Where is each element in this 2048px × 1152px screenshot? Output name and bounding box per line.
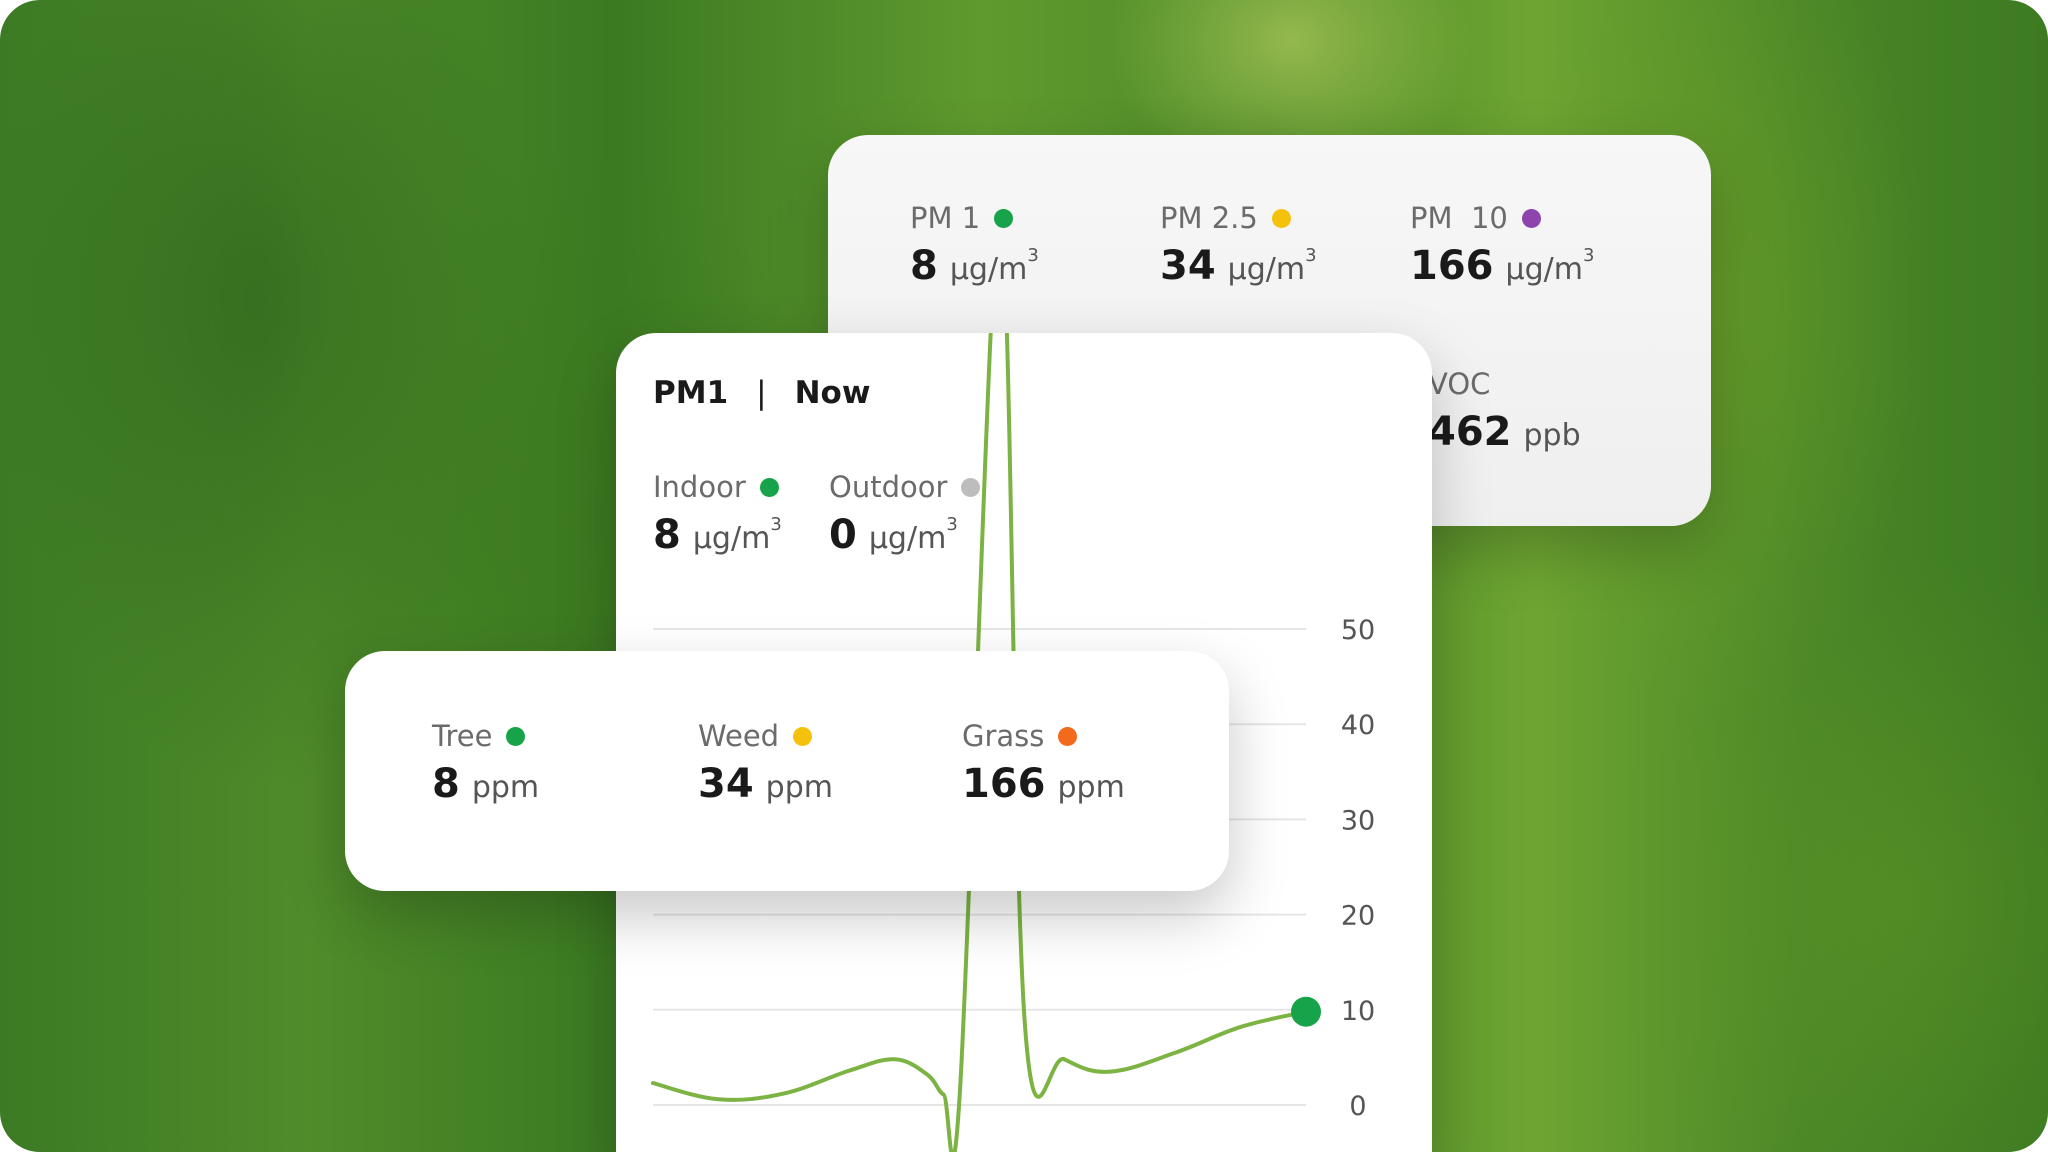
pm1-value: 8	[910, 243, 938, 289]
status-dot-yellow	[1271, 208, 1291, 228]
weed-dot	[793, 726, 813, 746]
indoor-unit: µg/m3	[692, 514, 782, 556]
tree-label: Tree	[432, 719, 493, 753]
weed-unit: ppm	[765, 770, 833, 805]
y-tick-label: 40	[1341, 710, 1375, 741]
tree-metric: Tree 8 ppm	[432, 719, 539, 807]
voc-unit: ppb	[1523, 418, 1581, 453]
voc-value: 462	[1428, 409, 1512, 455]
grass-dot	[1058, 726, 1078, 746]
grass-unit: ppm	[1057, 770, 1125, 805]
status-dot-purple	[1521, 208, 1541, 228]
pollen-card: Tree 8 ppm Weed 34 ppm Grass 166 ppm	[345, 651, 1229, 891]
y-tick-label: 0	[1349, 1091, 1366, 1122]
tree-unit: ppm	[471, 770, 540, 805]
tree-dot	[506, 726, 526, 746]
pm1-series-line	[651, 333, 1308, 1152]
y-tick-label: 30	[1341, 805, 1375, 836]
header-separator: |	[756, 375, 767, 411]
grass-value: 166	[962, 761, 1046, 807]
indoor-label: Indoor	[653, 470, 746, 504]
pm10-metric: PM 10 166 µg/m3	[1410, 201, 1594, 289]
grass-metric: Grass 166 ppm	[962, 719, 1125, 807]
pm1-label: PM 1	[910, 201, 981, 235]
y-tick-label: 20	[1341, 901, 1375, 932]
chart-period: Now	[794, 375, 871, 411]
status-dot-green	[994, 208, 1014, 228]
y-tick-label: 10	[1341, 996, 1375, 1027]
chart-metric: PM1	[653, 375, 729, 411]
outdoor-value: 0	[829, 512, 857, 558]
grass-label: Grass	[962, 719, 1045, 753]
outdoor-metric: Outdoor 0 µg/m3	[829, 470, 981, 558]
outdoor-label: Outdoor	[829, 470, 948, 504]
indoor-dot	[759, 477, 779, 497]
pm1-metric: PM 1 8 µg/m3	[910, 201, 1039, 289]
outdoor-dot	[961, 477, 981, 497]
indoor-metric: Indoor 8 µg/m3	[653, 470, 782, 558]
pm25-metric: PM 2.5 34 µg/m3	[1160, 201, 1317, 289]
weed-value: 34	[698, 761, 754, 807]
latest-value-point[interactable]	[1291, 996, 1321, 1027]
chart-header: PM1 | Now	[653, 375, 870, 411]
y-tick-label: 50	[1341, 615, 1375, 646]
outdoor-unit: µg/m3	[868, 514, 958, 556]
pm25-label: PM 2.5	[1160, 201, 1258, 235]
pm10-label: PM 10	[1410, 201, 1508, 235]
pm10-value: 166	[1410, 243, 1494, 289]
pm25-unit: µg/m3	[1227, 245, 1317, 287]
tree-value: 8	[432, 761, 460, 807]
voc-label: VOC	[1428, 367, 1491, 401]
indoor-value: 8	[653, 512, 681, 558]
pm25-value: 34	[1160, 243, 1216, 289]
weed-label: Weed	[698, 719, 780, 753]
pm10-unit: µg/m3	[1505, 245, 1595, 287]
weed-metric: Weed 34 ppm	[698, 719, 833, 807]
voc-metric: VOC 462 ppb	[1428, 367, 1581, 455]
pm1-unit: µg/m3	[949, 245, 1039, 287]
